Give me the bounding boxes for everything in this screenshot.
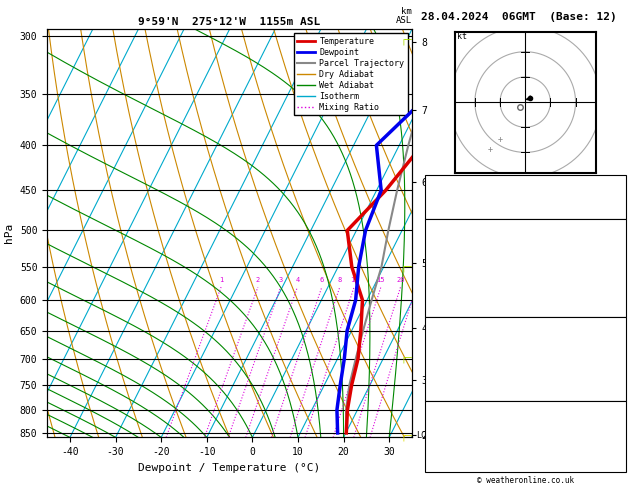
Text: 28.04.2024  06GMT  (Base: 12): 28.04.2024 06GMT (Base: 12) (421, 12, 617, 22)
Text: θₑ(K): θₑ(K) (427, 263, 454, 272)
Text: Temp (°C): Temp (°C) (427, 236, 476, 245)
Text: StmDir: StmDir (427, 446, 459, 455)
Legend: Temperature, Dewpoint, Parcel Trajectory, Dry Adiabat, Wet Adiabat, Isotherm, Mi: Temperature, Dewpoint, Parcel Trajectory… (294, 34, 408, 116)
Text: 18.2: 18.2 (602, 250, 623, 259)
Text: 347: 347 (607, 263, 623, 272)
Title: 9°59'N  275°12'W  1155m ASL: 9°59'N 275°12'W 1155m ASL (138, 17, 321, 27)
Text: StmSpd (kt): StmSpd (kt) (427, 460, 486, 469)
Text: 5: 5 (618, 460, 623, 469)
Text: 11: 11 (613, 304, 623, 313)
Text: 36: 36 (613, 179, 623, 188)
Text: 11: 11 (613, 389, 623, 398)
Text: CIN (J): CIN (J) (427, 304, 465, 313)
Text: © weatheronline.co.uk: © weatheronline.co.uk (477, 476, 574, 486)
Text: 6: 6 (320, 277, 324, 283)
Text: 2: 2 (256, 277, 260, 283)
Text: ┌─: ┌─ (400, 36, 412, 46)
Text: 347: 347 (607, 348, 623, 357)
Text: EH: EH (427, 419, 438, 428)
Text: SREH: SREH (427, 433, 448, 441)
Text: Surface: Surface (506, 223, 544, 231)
Text: 15: 15 (377, 277, 385, 283)
Y-axis label: Mixing Ratio (g/kg): Mixing Ratio (g/kg) (441, 177, 451, 289)
Text: 101: 101 (607, 291, 623, 299)
Text: Lifted Index: Lifted Index (427, 362, 492, 370)
Text: 8: 8 (338, 277, 342, 283)
Text: Totals Totals: Totals Totals (427, 192, 497, 201)
Text: 4: 4 (295, 277, 299, 283)
X-axis label: Dewpoint / Temperature (°C): Dewpoint / Temperature (°C) (138, 463, 321, 473)
Text: CAPE (J): CAPE (J) (427, 375, 470, 384)
Text: kt: kt (457, 32, 467, 41)
Text: 88°: 88° (607, 446, 623, 455)
Text: 10: 10 (613, 419, 623, 428)
Text: LCL: LCL (416, 431, 431, 440)
Text: Lifted Index: Lifted Index (427, 277, 492, 286)
Text: 101: 101 (607, 375, 623, 384)
Text: -0: -0 (613, 362, 623, 370)
Text: Hodograph: Hodograph (501, 405, 549, 414)
Text: 20: 20 (396, 277, 404, 283)
Text: -0: -0 (613, 277, 623, 286)
Text: CAPE (J): CAPE (J) (427, 291, 470, 299)
Text: 43: 43 (613, 192, 623, 201)
Text: +: + (498, 135, 503, 144)
Text: PW (cm): PW (cm) (427, 206, 465, 215)
Y-axis label: hPa: hPa (4, 223, 14, 243)
Text: θₑ (K): θₑ (K) (427, 348, 459, 357)
Text: ┌─: ┌─ (400, 432, 412, 442)
Text: 3.44: 3.44 (602, 206, 623, 215)
Text: CIN (J): CIN (J) (427, 389, 465, 398)
Text: K: K (427, 179, 433, 188)
Text: Dewp (°C): Dewp (°C) (427, 250, 476, 259)
Text: ┌─: ┌─ (400, 354, 412, 364)
Text: km
ASL: km ASL (396, 7, 412, 25)
Text: Pressure (mb): Pressure (mb) (427, 334, 497, 343)
Text: 20.1: 20.1 (602, 236, 623, 245)
Text: ┌─: ┌─ (400, 263, 412, 273)
Text: 886: 886 (607, 334, 623, 343)
Text: 3: 3 (279, 277, 283, 283)
Text: Most Unstable: Most Unstable (490, 321, 560, 330)
Text: 10: 10 (350, 277, 359, 283)
Text: 1: 1 (219, 277, 223, 283)
Text: 12: 12 (613, 433, 623, 441)
Text: +: + (487, 145, 493, 155)
